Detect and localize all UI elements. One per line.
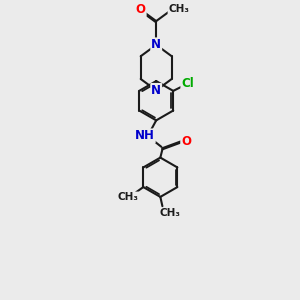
Text: O: O xyxy=(181,134,191,148)
Text: O: O xyxy=(136,3,146,16)
Text: N: N xyxy=(151,38,161,51)
Text: CH₃: CH₃ xyxy=(169,4,190,14)
Text: CH₃: CH₃ xyxy=(117,192,138,203)
Text: Cl: Cl xyxy=(181,77,194,90)
Text: N: N xyxy=(151,84,161,97)
Text: NH: NH xyxy=(135,129,155,142)
Text: CH₃: CH₃ xyxy=(159,208,180,218)
